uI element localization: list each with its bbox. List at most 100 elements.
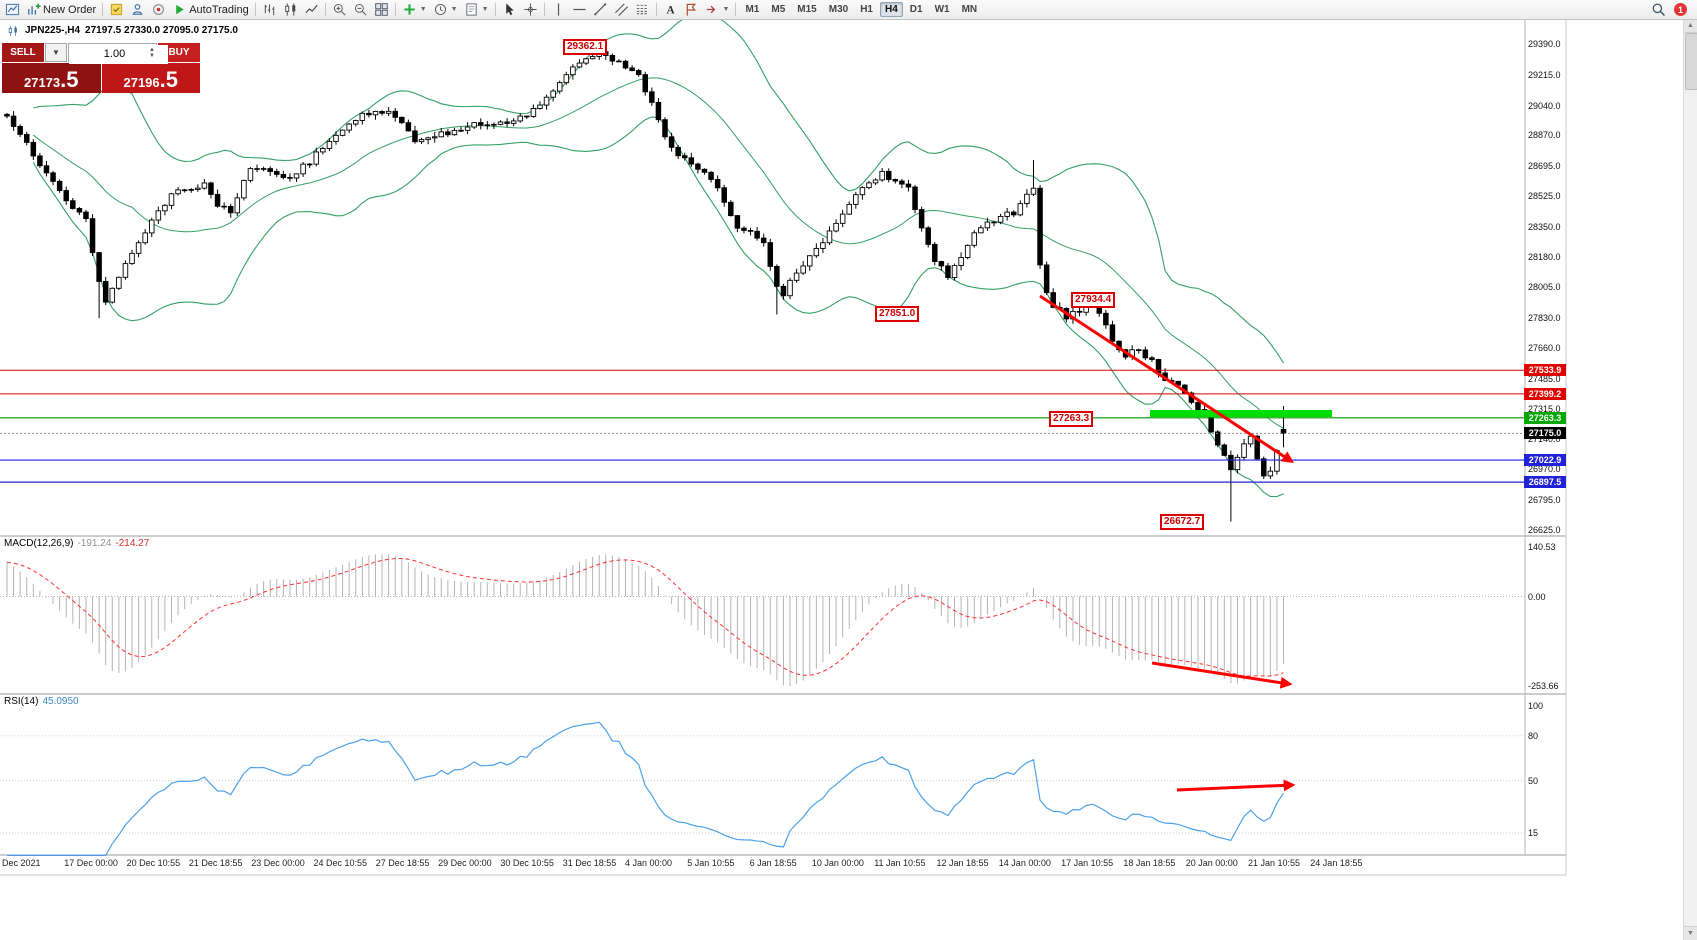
ohlc-readout: 27197.5 27330.0 27095.0 27175.0 xyxy=(85,25,238,36)
order-type-dropdown[interactable]: ▼ xyxy=(45,43,67,62)
fibonacci-button[interactable] xyxy=(632,1,653,18)
timeframe-m30-button[interactable]: M30 xyxy=(828,4,849,15)
rsi-value: 45.0950 xyxy=(42,696,79,707)
templates-icon xyxy=(464,2,479,17)
zoom-out-button[interactable] xyxy=(350,1,371,18)
zoom-in-icon xyxy=(332,2,347,17)
new-order-button[interactable]: New Order xyxy=(23,1,99,18)
macd-panel xyxy=(0,554,1525,686)
indicators-button[interactable]: ▼ xyxy=(399,1,430,18)
scroll-up-button[interactable]: ▲ xyxy=(1684,19,1697,33)
horizontal-line-icon xyxy=(572,2,587,17)
rsi-header: RSI(14) 45.0950 xyxy=(4,696,79,707)
tile-windows-icon xyxy=(374,2,389,17)
sell-price[interactable]: 27173.5 xyxy=(2,63,101,93)
symbol-chart-icon xyxy=(5,23,20,38)
buy-price-pips: .5 xyxy=(159,67,178,92)
sell-price-pips: .5 xyxy=(60,67,79,92)
toolbar-separator xyxy=(394,3,396,16)
candlestick-chart-icon xyxy=(283,2,298,17)
timeframe-m15-button[interactable]: M15 xyxy=(797,4,817,15)
chart-window-icon[interactable] xyxy=(2,1,23,18)
timeframe-w1-button[interactable]: W1 xyxy=(934,4,950,15)
scroll-thumb[interactable] xyxy=(1685,33,1697,90)
data-window-icon-icon xyxy=(151,2,166,17)
notification-badge[interactable]: 1 xyxy=(1674,3,1687,16)
bar-chart-button[interactable] xyxy=(259,1,280,18)
buy-price-main: 27196 xyxy=(123,75,160,90)
new-order-button-label: New Order xyxy=(43,3,97,16)
autotrading-icon xyxy=(172,2,187,17)
periods-button[interactable]: ▼ xyxy=(430,1,461,18)
volume-input[interactable] xyxy=(69,44,168,64)
rsi-panel xyxy=(0,721,1525,857)
market-watch-icon-icon xyxy=(130,2,145,17)
toolbar-separator xyxy=(324,3,326,16)
candlestick-chart-button[interactable] xyxy=(280,1,301,18)
timeframe-toolbar: M1 M5 M15 M30 H1 H4 D1 W1 MN xyxy=(739,0,983,19)
rsi-label: RSI(14) xyxy=(4,696,39,707)
toolbar-separator xyxy=(102,3,104,16)
toolbar-separator xyxy=(655,3,657,16)
cursor-icon xyxy=(502,2,517,17)
macd-trend-arrow xyxy=(1151,661,1293,689)
timeframe-m5-button[interactable]: M5 xyxy=(771,4,786,15)
buy-price[interactable]: 27196.5 xyxy=(101,63,200,93)
line-chart-icon xyxy=(304,2,319,17)
vertical-line-icon xyxy=(551,2,566,17)
arrows-icon xyxy=(705,2,720,17)
new-order-icon xyxy=(26,2,41,17)
cursor-button[interactable] xyxy=(499,1,520,18)
templates-button-caret[interactable]: ▼ xyxy=(481,6,489,13)
market-watch-icon[interactable] xyxy=(127,1,148,18)
metaeditor-icon-icon xyxy=(109,2,124,17)
line-chart-button[interactable] xyxy=(301,1,322,18)
timeframe-d1-button[interactable]: D1 xyxy=(909,4,923,15)
timeframe-mn-button[interactable]: MN xyxy=(961,4,978,15)
templates-button[interactable]: ▼ xyxy=(461,1,492,18)
zoom-in-button[interactable] xyxy=(329,1,350,18)
timeframe-h1-button[interactable]: H1 xyxy=(860,4,873,15)
periods-icon xyxy=(433,2,448,17)
text-label-icon xyxy=(684,2,699,17)
price-trend-arrow xyxy=(1039,294,1295,463)
bar-chart-icon xyxy=(262,2,277,17)
macd-label: MACD(12,26,9) xyxy=(4,538,74,549)
sell-price-main: 27173 xyxy=(23,75,61,90)
volume-spinner[interactable]: ▲ ▼ xyxy=(149,46,155,59)
timeframe-h4-button[interactable]: H4 xyxy=(879,2,903,17)
search-icon[interactable] xyxy=(1651,2,1666,17)
data-window-icon[interactable] xyxy=(148,1,169,18)
crosshair-button[interactable] xyxy=(520,1,541,18)
crosshair-icon xyxy=(523,2,538,17)
tile-windows-button[interactable] xyxy=(371,1,392,18)
indicators-button-caret[interactable]: ▼ xyxy=(419,6,427,13)
scroll-down-button[interactable]: ▼ xyxy=(1684,926,1697,940)
periods-button-caret[interactable]: ▼ xyxy=(450,6,458,13)
fibonacci-icon xyxy=(635,2,650,17)
autotrading-button[interactable]: AutoTrading xyxy=(169,1,252,18)
trendline-button[interactable] xyxy=(590,1,611,18)
sell-button[interactable]: SELL xyxy=(2,43,44,62)
timeframe-m1-button[interactable]: M1 xyxy=(745,4,760,15)
text-label-button[interactable] xyxy=(681,1,702,18)
equidistant-channel-icon xyxy=(614,2,629,17)
main-toolbar: New Order AutoTrading ▼ ▼ ▼ A ▼ M1 M5 M15 M30 H1 H4… xyxy=(0,0,1697,20)
chart-title: JPN225-,H4 27197.5 27330.0 27095.0 27175… xyxy=(5,23,238,38)
chart-window-icon-icon xyxy=(5,2,20,17)
zoom-out-icon xyxy=(353,2,368,17)
equidistant-channel-button[interactable] xyxy=(611,1,632,18)
arrows-button[interactable]: ▼ xyxy=(702,1,733,18)
horizontal-line-button[interactable] xyxy=(569,1,590,18)
toolbar-separator xyxy=(735,3,737,16)
vertical-scrollbar[interactable]: ▲ ▼ xyxy=(1683,19,1697,940)
vertical-line-button[interactable] xyxy=(548,1,569,18)
buy-button[interactable]: BUY xyxy=(158,43,200,62)
arrows-button-caret[interactable]: ▼ xyxy=(722,6,730,13)
macd-value: -191.24 xyxy=(77,538,112,549)
metaeditor-icon[interactable] xyxy=(106,1,127,18)
toolbar-right: 1 xyxy=(1651,2,1697,17)
text-button[interactable]: A xyxy=(660,1,681,18)
